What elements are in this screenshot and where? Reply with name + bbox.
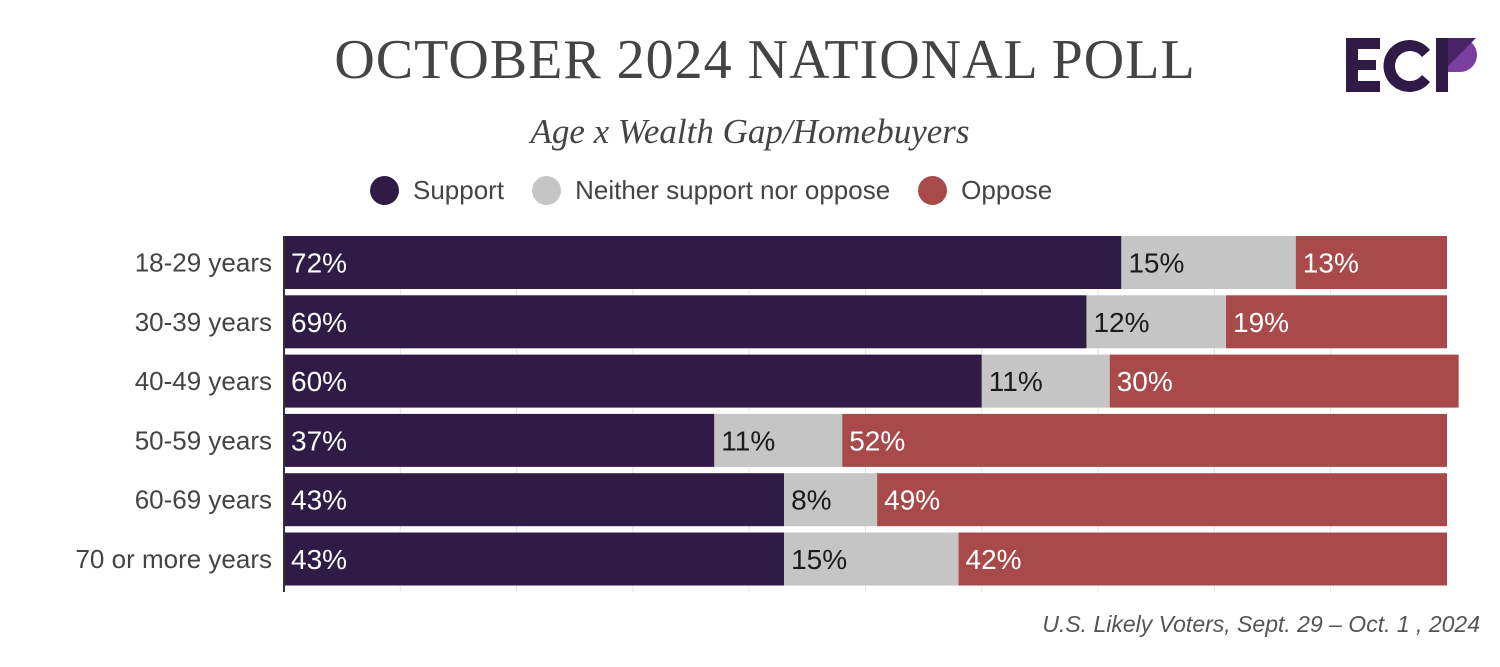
data-label-support-50-59-years: 37% xyxy=(291,425,347,456)
legend-swatch-oppose xyxy=(918,175,948,205)
footer-note: U.S. Likely Voters, Sept. 29 – Oct. 1 , … xyxy=(1042,611,1480,637)
data-label-neither-support-nor-oppose-18-29-years: 15% xyxy=(1128,248,1184,279)
bar-oppose-30-39-years xyxy=(1226,295,1447,349)
legend-item-support: Support xyxy=(370,175,504,206)
chart-title: OCTOBER 2024 NATIONAL POLL xyxy=(334,29,1196,91)
bar-support-40-49-years xyxy=(284,354,982,408)
bar-neither-support-nor-oppose-70-or-more-years xyxy=(784,532,959,586)
ecp-logo-letter-e xyxy=(1346,38,1380,92)
ecp-logo-letter-p xyxy=(1436,38,1477,92)
category-label-30-39-years: 30-39 years xyxy=(135,307,272,337)
data-label-oppose-50-59-years: 52% xyxy=(849,425,905,456)
category-label-18-29-years: 18-29 years xyxy=(135,248,272,278)
legend-label-support: Support xyxy=(413,174,505,205)
bar-support-70-or-more-years xyxy=(284,532,785,586)
bar-neither-support-nor-oppose-50-59-years xyxy=(714,413,843,467)
bar-support-50-59-years xyxy=(284,413,715,467)
data-label-neither-support-nor-oppose-60-69-years: 8% xyxy=(791,485,831,516)
legend-item-oppose: Oppose xyxy=(918,175,1052,206)
category-label-40-49-years: 40-49 years xyxy=(135,366,272,396)
data-label-support-60-69-years: 43% xyxy=(291,485,347,516)
bar-support-30-39-years xyxy=(284,295,1087,349)
legend-swatch-support xyxy=(370,175,399,205)
bar-neither-support-nor-oppose-30-39-years xyxy=(1086,295,1227,349)
ecp-logo xyxy=(1346,38,1477,92)
bar-support-60-69-years xyxy=(284,473,785,527)
data-label-oppose-70-or-more-years: 42% xyxy=(966,544,1022,575)
bar-support-18-29-years xyxy=(284,236,1122,289)
category-label-60-69-years: 60-69 years xyxy=(135,485,272,515)
bar-neither-support-nor-oppose-18-29-years xyxy=(1121,236,1296,289)
category-label-70-or-more-years: 70 or more years xyxy=(75,544,272,574)
bar-neither-support-nor-oppose-60-69-years xyxy=(784,473,878,527)
data-label-support-30-39-years: 69% xyxy=(291,307,347,338)
data-label-oppose-40-49-years: 30% xyxy=(1117,366,1173,397)
legend-item-neither: Neither support nor oppose xyxy=(532,175,890,206)
legend-label-oppose: Oppose xyxy=(961,174,1053,205)
data-label-support-70-or-more-years: 43% xyxy=(291,544,347,575)
data-label-oppose-18-29-years: 13% xyxy=(1303,248,1359,279)
bar-oppose-70-or-more-years xyxy=(958,532,1447,586)
bar-oppose-18-29-years xyxy=(1295,236,1447,289)
chart-subtitle: Age x Wealth Gap/Homebuyers xyxy=(530,112,970,151)
data-label-neither-support-nor-oppose-50-59-years: 11% xyxy=(721,425,775,456)
data-label-neither-support-nor-oppose-40-49-years: 11% xyxy=(989,366,1043,397)
bar-oppose-50-59-years xyxy=(842,413,1447,467)
data-label-support-40-49-years: 60% xyxy=(291,366,347,397)
data-label-oppose-30-39-years: 19% xyxy=(1233,307,1289,338)
bar-oppose-40-49-years xyxy=(1109,354,1459,408)
legend: Support Neither support nor oppose Oppos… xyxy=(370,172,1080,208)
legend-label-neither: Neither support nor oppose xyxy=(575,174,891,205)
bar-neither-support-nor-oppose-40-49-years xyxy=(981,354,1110,408)
data-label-support-18-29-years: 72% xyxy=(291,248,347,279)
ecp-logo-letter-c xyxy=(1383,40,1430,92)
data-label-neither-support-nor-oppose-70-or-more-years: 15% xyxy=(791,544,847,575)
category-label-50-59-years: 50-59 years xyxy=(135,425,272,455)
legend-swatch-neither xyxy=(532,175,562,205)
data-label-neither-support-nor-oppose-30-39-years: 12% xyxy=(1093,307,1149,338)
bar-oppose-60-69-years xyxy=(877,473,1447,527)
data-label-oppose-60-69-years: 49% xyxy=(884,485,940,516)
